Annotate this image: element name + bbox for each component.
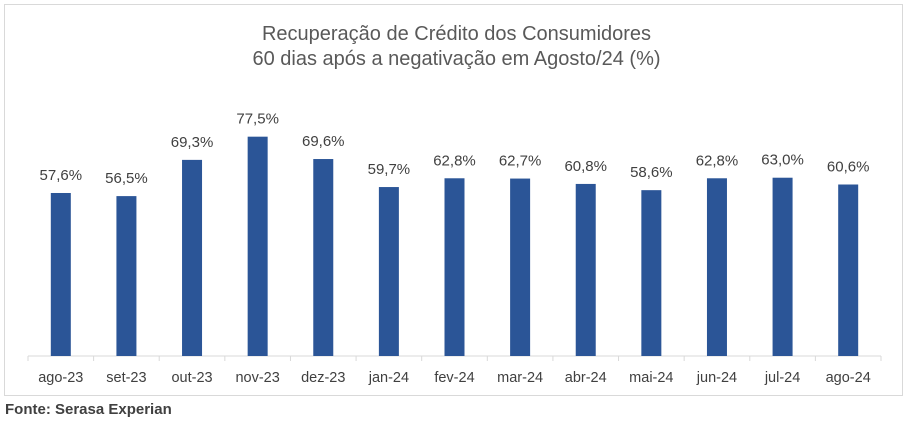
bar [378, 187, 399, 356]
bar [247, 136, 268, 356]
bar [772, 177, 793, 356]
data-label: 58,6% [630, 164, 673, 181]
data-label: 62,7% [499, 153, 542, 170]
x-tick-label: jan-24 [368, 370, 409, 386]
x-tick-label: mai-24 [629, 370, 673, 386]
bar [706, 178, 727, 356]
bar [641, 190, 662, 356]
x-tick-label: fev-24 [434, 370, 474, 386]
data-label: 56,5% [105, 170, 148, 187]
data-label: 60,8% [564, 158, 607, 175]
chart-title-block: Recuperação de Crédito dos Consumidores … [0, 22, 913, 72]
bar [182, 159, 203, 356]
bar [510, 178, 531, 356]
data-label: 57,6% [40, 167, 83, 184]
x-tick-label: out-23 [171, 370, 212, 386]
x-tick-label: jun-24 [696, 370, 737, 386]
bar [838, 184, 859, 356]
x-tick-label: jul-24 [764, 370, 800, 386]
data-label: 62,8% [696, 152, 739, 169]
source-note: Fonte: Serasa Experian [5, 401, 172, 418]
data-label: 60,6% [827, 159, 870, 176]
x-tick-label: dez-23 [301, 370, 345, 386]
data-label: 59,7% [368, 161, 411, 178]
data-label: 69,3% [171, 134, 214, 151]
data-label: 69,6% [302, 133, 345, 150]
chart-subtitle: 60 dias após a negativação em Agosto/24 … [252, 48, 661, 70]
x-tick-label: abr-24 [565, 370, 607, 386]
x-tick-label: mar-24 [497, 370, 543, 386]
data-label: 63,0% [761, 152, 804, 169]
bar [50, 192, 71, 356]
x-tick-label: set-23 [106, 370, 146, 386]
x-tick-label: nov-23 [235, 370, 279, 386]
x-tick-label: ago-23 [38, 370, 83, 386]
bar [444, 178, 465, 356]
chart-title: Recuperação de Crédito dos Consumidores [261, 23, 652, 45]
data-label: 77,5% [236, 111, 279, 128]
data-label: 62,8% [433, 152, 476, 169]
x-tick-label: ago-24 [826, 370, 871, 386]
bar [575, 183, 596, 356]
bar [116, 196, 137, 356]
bar [313, 159, 334, 356]
